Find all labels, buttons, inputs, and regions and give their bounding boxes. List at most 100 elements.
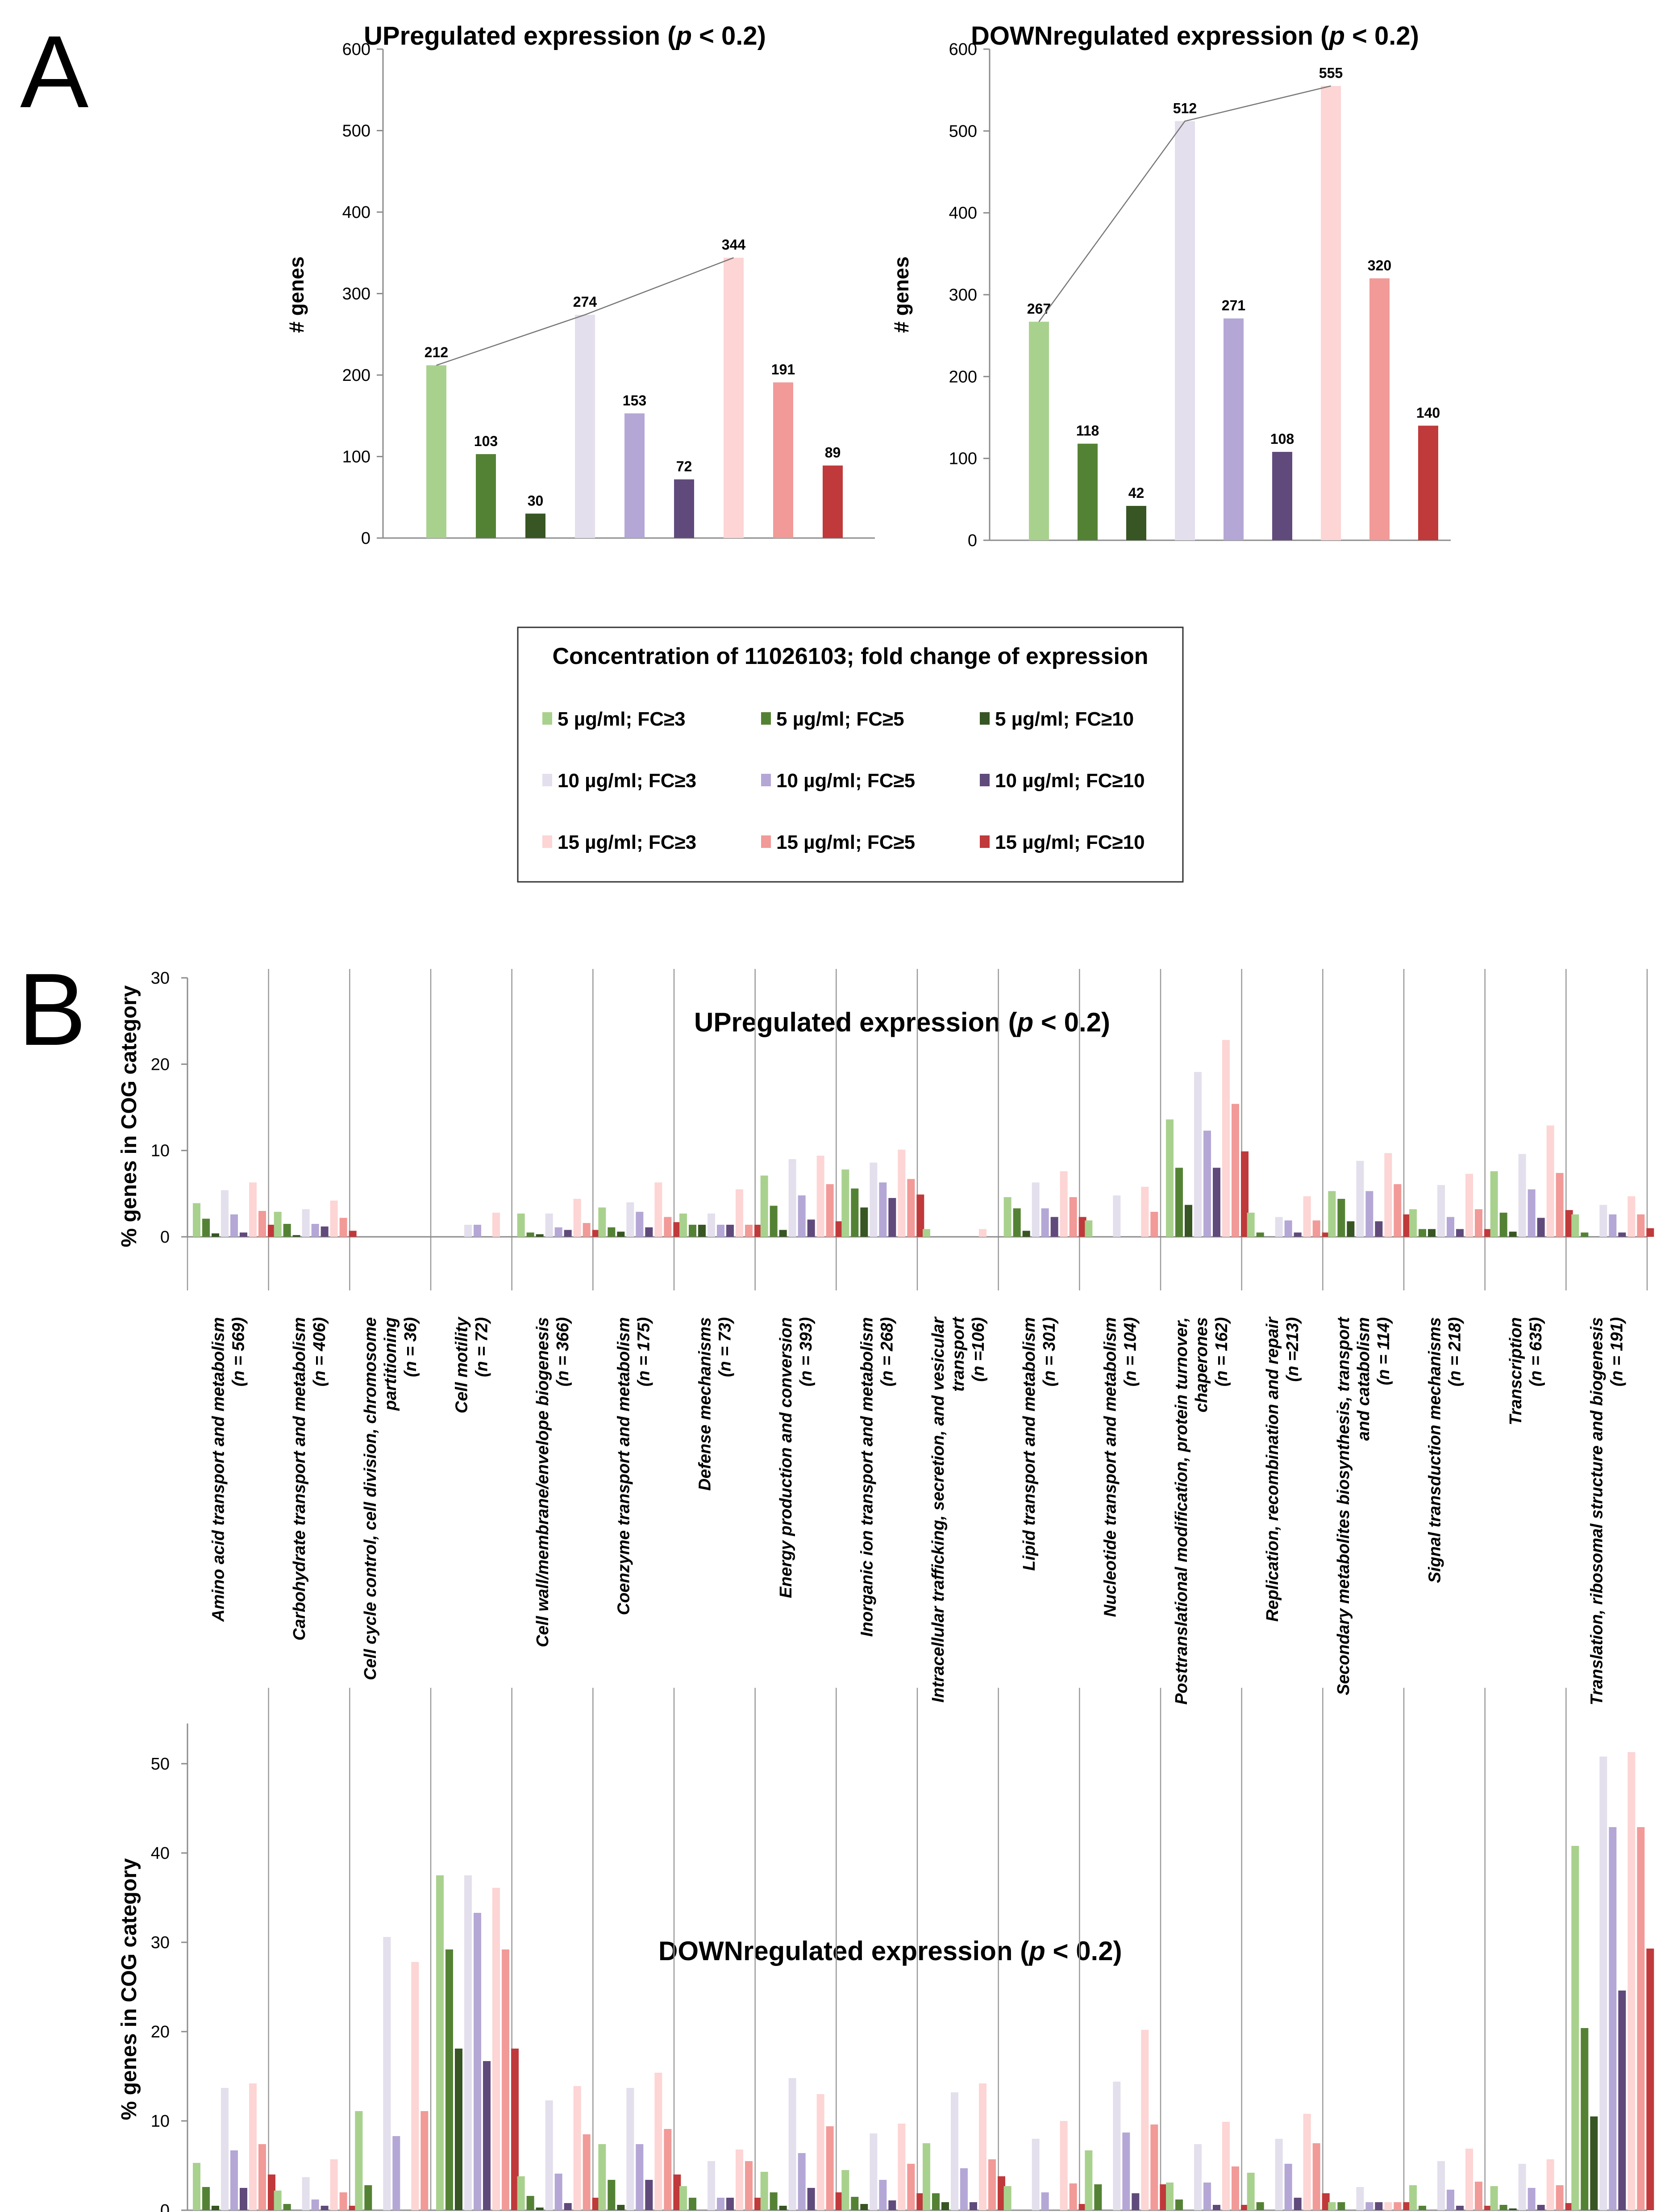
bar — [1132, 2193, 1140, 2210]
bar — [979, 1229, 986, 1237]
bar — [1041, 1208, 1049, 1237]
bar — [1094, 2184, 1102, 2210]
bar — [1428, 1229, 1436, 1237]
bar — [726, 2198, 734, 2210]
bar — [1490, 2186, 1498, 2210]
bar — [1256, 1232, 1264, 1237]
legend-item-label: 5 µg/ml; FC≥10 — [995, 708, 1134, 730]
bar — [841, 1169, 849, 1237]
bar — [689, 1224, 696, 1237]
data-label: 344 — [722, 237, 746, 253]
bar — [860, 1207, 868, 1237]
bar — [970, 2202, 977, 2210]
legend-item-label: 15 µg/ml; FC≥10 — [995, 831, 1145, 853]
legend-swatch — [980, 774, 990, 786]
category-label-line: Lipid transport and metabolism — [1020, 1317, 1039, 1571]
bar — [835, 2192, 843, 2210]
bar — [476, 454, 496, 538]
bar — [626, 2088, 634, 2210]
bar — [654, 2073, 662, 2210]
bar — [302, 2177, 310, 2210]
bar — [1403, 1214, 1411, 1237]
category-label-line: Signal transduction mechanisms — [1425, 1317, 1444, 1583]
chart-b-down-title: DOWNregulated expression (p < 0.2) — [658, 1936, 1122, 1966]
bar — [193, 1203, 200, 1237]
category-label-line: (n = 569) — [229, 1317, 248, 1386]
bar — [1222, 2122, 1230, 2210]
bar — [673, 2174, 681, 2210]
bar — [1150, 2124, 1158, 2210]
bar — [598, 1207, 606, 1237]
bar — [283, 1224, 291, 1237]
y-tick-label: 300 — [949, 286, 977, 305]
bar — [951, 2092, 958, 2210]
bar — [1126, 506, 1146, 540]
bar — [464, 1224, 472, 1237]
category-label: Cell motility(n = 72) — [452, 1316, 491, 1413]
bar — [1556, 2185, 1564, 2210]
bar — [221, 1190, 229, 1237]
bar — [1475, 2182, 1482, 2210]
bar — [517, 2176, 525, 2210]
bar — [1337, 1198, 1345, 1237]
y-tick-label: 0 — [968, 531, 977, 550]
bar — [1069, 2183, 1077, 2210]
y-tick-label: 0 — [361, 529, 370, 548]
category-label-line: Energy production and conversion — [777, 1317, 795, 1598]
data-label: 30 — [528, 492, 544, 509]
bar — [1166, 2183, 1174, 2210]
category-label: Intracellular trafficking, secretion, an… — [929, 1316, 988, 1703]
category-label-line: Coenzyme transport and metabolism — [615, 1317, 633, 1615]
bar — [745, 1224, 753, 1237]
bar — [807, 2188, 815, 2210]
bar — [754, 2198, 762, 2210]
bar — [1203, 1131, 1211, 1237]
bar — [1294, 1232, 1302, 1237]
bar — [436, 1875, 444, 2210]
category-label-line: and catabolism — [1354, 1317, 1373, 1441]
bar — [364, 2185, 372, 2210]
bar — [545, 1213, 553, 1237]
bar — [1527, 2188, 1536, 2210]
category-label-line: Carbohydrate transport and metabolism — [290, 1317, 309, 1640]
legend-item-label: 5 µg/ml; FC≥5 — [776, 708, 904, 730]
bar — [1337, 2202, 1345, 2210]
bar — [816, 2094, 824, 2210]
bar — [1618, 1232, 1626, 1237]
bar — [274, 1211, 282, 1237]
bar — [1122, 2133, 1130, 2210]
bar — [1484, 2206, 1492, 2210]
bar — [474, 1913, 481, 2210]
bar — [674, 479, 694, 538]
bar — [1565, 2203, 1573, 2210]
category-label: Nucleotide transport and metabolism(n = … — [1101, 1317, 1140, 1617]
data-label: 42 — [1128, 485, 1145, 501]
category-labels: Amino acid transport and metabolism(n = … — [209, 1316, 1626, 1705]
panel-label-b: B — [18, 952, 86, 1067]
y-tick-label: 0 — [160, 2201, 170, 2212]
bar — [554, 2174, 562, 2210]
bar — [283, 2204, 291, 2210]
bar — [1069, 1197, 1077, 1237]
bar — [1571, 1846, 1579, 2210]
bar — [258, 2144, 266, 2210]
bar — [1384, 1153, 1392, 1237]
y-tick-label: 30 — [151, 969, 170, 988]
category-label-line: Replication, recombination and repair — [1263, 1316, 1282, 1622]
bar — [583, 2134, 591, 2210]
bar — [998, 2176, 1005, 2210]
bar — [545, 2100, 553, 2210]
bar — [608, 1227, 616, 1237]
bar — [1347, 1221, 1355, 1237]
bar — [592, 2198, 600, 2210]
bar — [1322, 1232, 1330, 1237]
category-label: Transcription(n = 635) — [1507, 1317, 1545, 1425]
bar — [1321, 86, 1341, 540]
bar — [754, 1224, 762, 1237]
bar — [1369, 278, 1390, 540]
legend-swatch — [761, 835, 771, 848]
bar — [779, 2206, 787, 2210]
bar — [1166, 1119, 1174, 1237]
bar — [1556, 1173, 1564, 1237]
bar — [240, 2188, 247, 2210]
